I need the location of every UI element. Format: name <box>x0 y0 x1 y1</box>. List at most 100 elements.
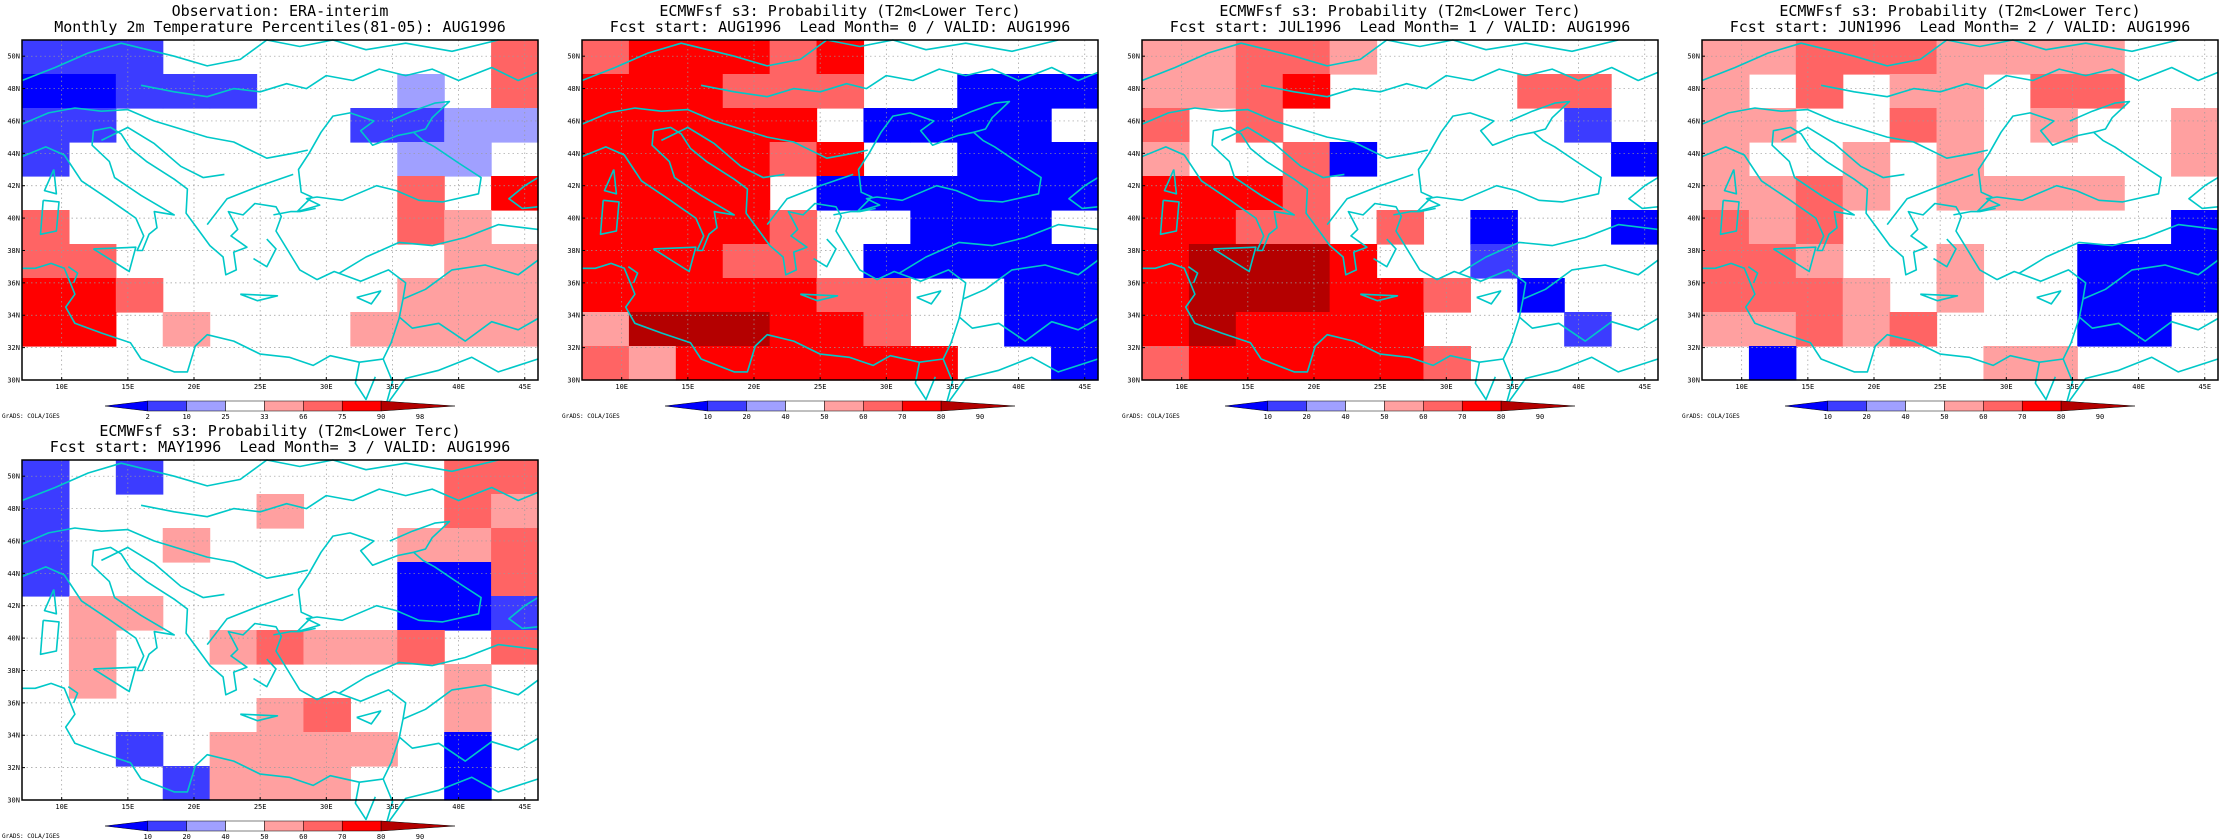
coastline <box>339 223 539 274</box>
colorbar-label: 60 <box>1979 413 1987 420</box>
field-cell <box>675 40 724 75</box>
panel-title-line1: ECMWFsf s3: Probability (T2m<Lower Terc) <box>99 422 461 440</box>
field-cell <box>1188 74 1237 109</box>
field-cell <box>397 630 445 665</box>
coastline <box>253 658 277 688</box>
field-cell <box>1235 176 1284 211</box>
field-cell <box>1842 40 1891 75</box>
field-cell <box>722 278 771 313</box>
axis-labels: 30N 32N 34N 36N 38N 40N 42N 44N 46N 48N 50N 10E 15E 2… <box>567 53 1091 391</box>
lat-tick-label: 38N <box>7 247 20 255</box>
graticule <box>22 460 538 800</box>
lon-tick-label: 35E <box>386 383 399 391</box>
field-cell <box>2030 108 2078 143</box>
colorbar-label: 20 <box>1862 413 1870 420</box>
panel-observation: Observation: ERA-interim Monthly 2m Temp… <box>0 0 560 420</box>
lon-tick-label: 10E <box>1175 383 1188 391</box>
field-cell <box>1795 278 1844 313</box>
field-cell <box>582 312 630 347</box>
colorbar-label: 80 <box>937 413 945 420</box>
field-cell <box>2124 278 2172 313</box>
lon-tick-label: 15E <box>122 383 135 391</box>
field-cell <box>1423 278 1471 313</box>
field-cell <box>397 562 445 597</box>
field-cell <box>1142 176 1190 211</box>
coastline <box>1159 199 1180 236</box>
colorbar: 10 20 40 50 60 70 80 90 <box>664 400 1016 420</box>
map-frame <box>1701 39 2219 381</box>
field-cell <box>1376 346 1425 381</box>
field-cell <box>675 142 724 177</box>
field-cell <box>675 278 724 313</box>
lat-tick-label: 38N <box>1687 247 1700 255</box>
coastline <box>1886 173 1974 226</box>
lon-tick-label: 25E <box>254 803 267 811</box>
coastline <box>899 223 1099 274</box>
field-cell <box>256 732 305 767</box>
colorbar-label: 60 <box>859 413 867 420</box>
colorbar-swatch <box>225 820 265 832</box>
field-cell <box>628 40 677 75</box>
field-cell <box>162 312 211 347</box>
data-field <box>1702 40 2219 381</box>
field-cell <box>2171 108 2219 143</box>
colorbar-label: 40 <box>221 833 229 840</box>
coastline <box>1141 39 1619 82</box>
coastline <box>1953 207 1996 216</box>
field-cell <box>910 108 958 143</box>
lon-tick-label: 25E <box>814 383 827 391</box>
field-cell <box>1795 40 1844 75</box>
colorbar-swatch <box>147 400 187 412</box>
colorbar-swatch <box>940 400 1016 412</box>
field-cell <box>1748 346 1797 381</box>
coastline <box>43 589 58 615</box>
lon-tick-label: 30E <box>2000 383 2013 391</box>
coastline <box>661 126 785 179</box>
field-cell <box>722 346 771 381</box>
colorbar: 10 20 40 50 60 70 80 90 <box>1224 400 1576 420</box>
field-cell <box>1282 210 1331 245</box>
lat-tick-label: 30N <box>1127 377 1140 385</box>
grads-credit: GrADS: COLA/IGES <box>562 413 620 420</box>
field-cell <box>1235 244 1284 279</box>
field-cell <box>115 596 164 631</box>
coastline <box>1502 356 1659 407</box>
colorbar-label: 90 <box>976 413 984 420</box>
grads-credit: GrADS: COLA/IGES <box>1122 413 1180 420</box>
field-cell <box>444 278 492 313</box>
field-cell <box>491 460 539 495</box>
coastline <box>1509 100 1571 134</box>
coastline <box>508 176 539 210</box>
panel-forecast-lead3: ECMWFsf s3: Probability (T2m<Lower Terc)… <box>0 420 560 840</box>
panel-title-line1: Observation: ERA-interim <box>171 2 389 20</box>
panel-forecast-lead1: ECMWFsf s3: Probability (T2m<Lower Terc)… <box>1120 0 1680 420</box>
coastline <box>581 39 1059 82</box>
coastline <box>700 66 1099 98</box>
colorbar-swatch <box>901 400 942 412</box>
field-cell <box>444 766 492 801</box>
lat-tick-label: 36N <box>1127 279 1140 287</box>
coastline <box>67 686 79 704</box>
lon-tick-label: 20E <box>188 383 201 391</box>
coastline <box>1920 293 1959 302</box>
lon-tick-label: 15E <box>1242 383 1255 391</box>
lon-tick-label: 10E <box>1735 383 1748 391</box>
field-cell <box>582 244 630 279</box>
coastline <box>766 173 854 226</box>
field-cell <box>491 494 539 529</box>
field-cell <box>68 244 117 279</box>
field-cell <box>115 278 164 313</box>
colorbar-label: 10 <box>182 413 190 420</box>
colorbar-label: 50 <box>1380 413 1388 420</box>
field-cell <box>582 210 630 245</box>
coastline <box>140 486 539 518</box>
field-cell <box>1235 278 1284 313</box>
coastline <box>1518 316 1659 342</box>
field-cell <box>22 244 70 279</box>
field-cell <box>444 244 492 279</box>
coastline <box>1747 266 1759 284</box>
field-cell <box>1702 108 1750 143</box>
field-cell <box>675 346 724 381</box>
field-cell <box>1564 74 1612 109</box>
colorbar-label: 10 <box>704 413 712 420</box>
